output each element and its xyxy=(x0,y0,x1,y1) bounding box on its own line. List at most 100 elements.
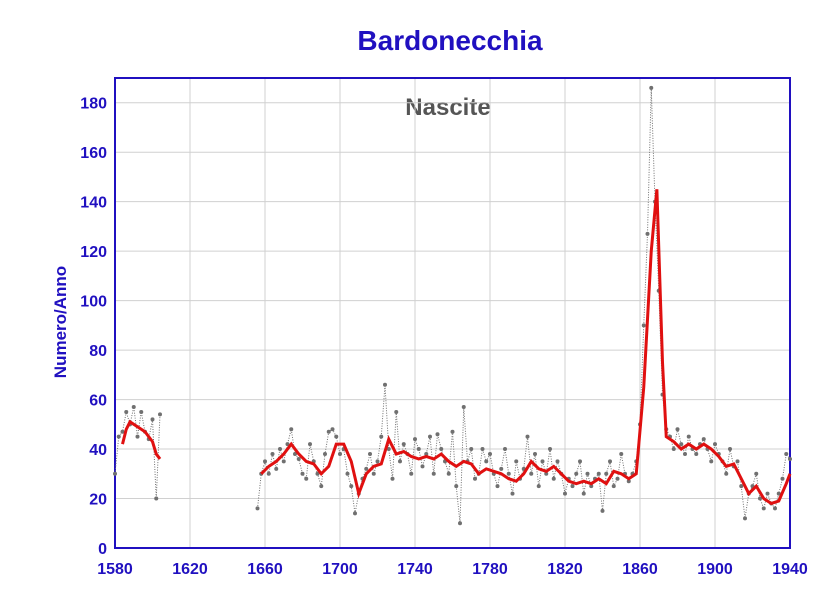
data-point xyxy=(135,434,140,439)
data-point xyxy=(533,452,537,456)
data-point xyxy=(701,437,706,442)
data-point xyxy=(484,459,489,464)
data-point xyxy=(480,447,485,452)
data-point xyxy=(379,434,384,439)
data-point xyxy=(326,429,331,434)
y-tick-label: 0 xyxy=(98,541,107,558)
data-point xyxy=(383,382,387,387)
data-point xyxy=(525,434,530,439)
data-point xyxy=(446,471,451,476)
data-point xyxy=(431,471,436,476)
data-point xyxy=(540,459,545,464)
data-point xyxy=(739,484,744,489)
data-point xyxy=(649,85,654,90)
data-point xyxy=(589,484,594,489)
data-point xyxy=(300,471,305,476)
data-point xyxy=(368,452,372,456)
y-tick-label: 80 xyxy=(89,343,107,360)
data-point xyxy=(780,476,785,481)
data-point xyxy=(439,447,444,452)
y-tick-label: 120 xyxy=(80,244,107,261)
data-point xyxy=(454,484,459,489)
data-point xyxy=(510,491,515,496)
x-tick-label: 1820 xyxy=(547,561,583,578)
data-point xyxy=(784,452,789,456)
data-point xyxy=(645,231,650,236)
data-point xyxy=(570,484,575,489)
data-point xyxy=(754,471,759,476)
data-point xyxy=(158,412,162,417)
plot-frame xyxy=(114,77,791,549)
data-point xyxy=(401,442,406,447)
data-point xyxy=(461,405,466,409)
data-point xyxy=(776,491,781,496)
data-point xyxy=(743,516,747,521)
x-tick-label: 1860 xyxy=(622,561,658,578)
data-point xyxy=(765,491,770,496)
y-tick-label: 180 xyxy=(80,96,107,113)
data-point xyxy=(285,442,290,447)
data-point xyxy=(409,471,414,476)
data-point xyxy=(274,466,279,471)
data-point xyxy=(334,434,339,439)
data-point xyxy=(596,471,601,476)
data-point xyxy=(154,496,159,501)
data-point xyxy=(349,484,354,489)
data-point xyxy=(709,459,714,464)
data-point xyxy=(581,491,586,496)
data-point xyxy=(773,506,777,511)
data-point xyxy=(694,452,699,456)
data-point xyxy=(386,447,391,452)
x-tick-label: 1740 xyxy=(397,561,433,578)
data-point xyxy=(626,479,631,484)
y-axis-label: Numero/Anno xyxy=(51,266,70,378)
data-point xyxy=(679,442,684,447)
data-point xyxy=(548,447,552,452)
y-tick-label: 40 xyxy=(89,442,107,459)
data-point xyxy=(416,447,421,452)
data-point xyxy=(683,452,687,456)
data-point xyxy=(263,459,267,464)
data-point xyxy=(675,427,680,432)
data-point xyxy=(304,476,309,481)
data-point xyxy=(788,456,792,461)
data-point xyxy=(364,466,369,471)
data-point xyxy=(671,447,676,452)
data-point xyxy=(555,459,560,464)
data-point xyxy=(503,447,507,452)
y-tick-label: 60 xyxy=(89,393,107,410)
data-point xyxy=(728,447,732,452)
data-point xyxy=(604,471,609,476)
x-tick-label: 1580 xyxy=(97,561,133,578)
data-point xyxy=(353,511,357,516)
annotation: Nascite xyxy=(405,94,490,121)
data-point xyxy=(615,476,620,481)
data-point xyxy=(150,417,155,422)
data-point xyxy=(120,429,125,434)
y-tick-label: 100 xyxy=(80,294,107,311)
data-point xyxy=(420,464,425,469)
data-point xyxy=(514,459,519,464)
data-point xyxy=(761,506,766,511)
data-point xyxy=(600,508,605,513)
data-point xyxy=(315,471,320,476)
data-point xyxy=(574,471,579,476)
data-point xyxy=(255,506,260,511)
data-point xyxy=(281,459,286,464)
data-point xyxy=(724,471,729,476)
x-tick-label: 1900 xyxy=(697,561,733,578)
data-point xyxy=(536,484,541,489)
data-point xyxy=(551,476,556,481)
data-point xyxy=(611,484,616,489)
data-point xyxy=(289,427,294,432)
x-tick-label: 1780 xyxy=(472,561,508,578)
data-point xyxy=(428,434,432,439)
y-tick-label: 160 xyxy=(80,145,107,162)
data-point xyxy=(544,471,549,476)
data-point xyxy=(278,447,282,452)
data-point xyxy=(713,442,717,447)
data-point xyxy=(338,452,342,456)
data-point xyxy=(394,409,399,414)
data-point xyxy=(371,471,376,476)
data-point xyxy=(296,456,301,461)
